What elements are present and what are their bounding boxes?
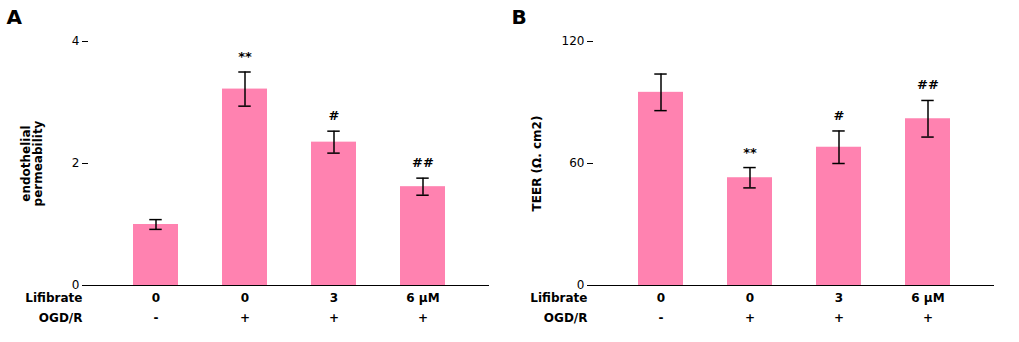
svg-text:-: - — [659, 311, 664, 325]
svg-text:A: A — [7, 5, 23, 29]
svg-text:endothelialpermeability: endothelialpermeability — [19, 120, 45, 206]
svg-text:-: - — [154, 311, 159, 325]
svg-text:120: 120 — [562, 34, 585, 48]
svg-text:#: # — [329, 108, 340, 123]
svg-text:**: ** — [238, 49, 252, 64]
svg-text:60: 60 — [569, 156, 584, 170]
svg-text:TEER (Ω. cm2): TEER (Ω. cm2) — [530, 116, 544, 212]
svg-text:+: + — [745, 311, 755, 325]
svg-text:Lifibrate: Lifibrate — [530, 291, 587, 305]
svg-text:0: 0 — [71, 278, 80, 293]
svg-text:##: ## — [412, 155, 434, 170]
svg-text:4: 4 — [72, 34, 80, 48]
svg-text:Lifibrate: Lifibrate — [25, 291, 82, 305]
svg-text:##: ## — [917, 77, 939, 92]
svg-text:6 μM: 6 μM — [911, 291, 944, 305]
svg-text:**: ** — [743, 145, 757, 160]
svg-text:0: 0 — [746, 291, 754, 305]
svg-text:+: + — [834, 311, 844, 325]
svg-text:+: + — [923, 311, 933, 325]
svg-text:OGD/R: OGD/R — [544, 311, 588, 325]
svg-text:+: + — [329, 311, 339, 325]
svg-text:6 μM: 6 μM — [406, 291, 439, 305]
svg-text:0: 0 — [657, 291, 665, 305]
svg-text:+: + — [240, 311, 250, 325]
svg-text:0: 0 — [241, 291, 249, 305]
svg-text:B: B — [512, 5, 527, 29]
svg-text:3: 3 — [330, 291, 338, 305]
svg-text:0: 0 — [576, 278, 585, 293]
svg-text:3: 3 — [835, 291, 843, 305]
svg-text:+: + — [418, 311, 428, 325]
svg-text:#: # — [834, 108, 845, 123]
svg-text:0: 0 — [152, 291, 160, 305]
svg-text:2: 2 — [72, 156, 80, 170]
svg-text:OGD/R: OGD/R — [39, 311, 83, 325]
